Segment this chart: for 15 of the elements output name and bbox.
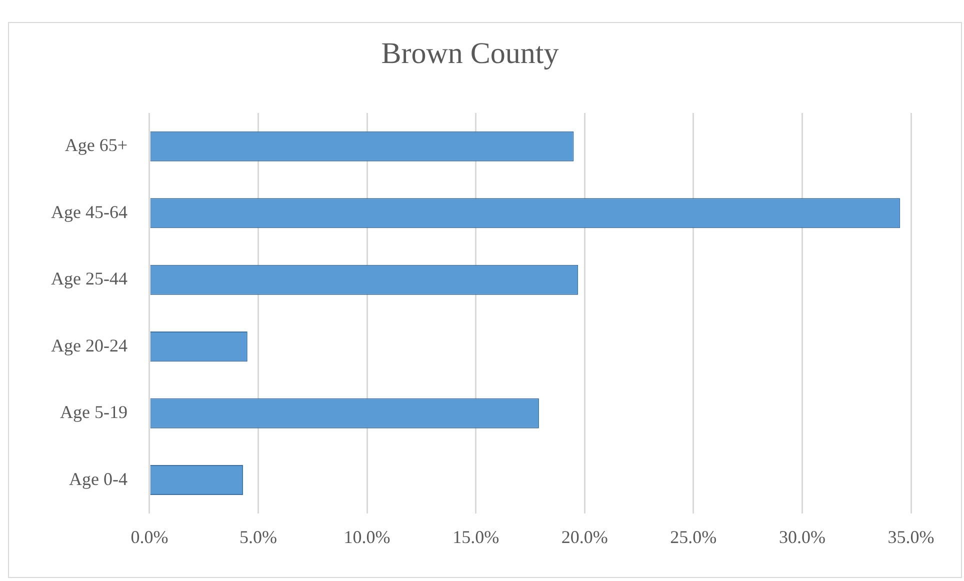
y-tick-label: Age 25-44 [51,268,128,289]
y-tick-label: Age 65+ [64,135,128,156]
x-tick-label: 20.0% [561,526,608,547]
y-tick-label: Age 0-4 [69,468,128,489]
x-tick-label: 30.0% [778,526,826,547]
x-tick-label: 10.0% [344,526,390,547]
y-tick-label: Age 20-24 [51,335,128,356]
x-tick-label: 25.0% [670,526,717,547]
x-tick-label: 0.0% [130,526,168,547]
x-tick-label: 5.0% [240,526,278,547]
y-tick-label: Age 5-19 [60,402,128,422]
x-tick-label: 35.0% [888,526,934,547]
y-tick-label: Age 45-64 [51,202,128,222]
chart-title: Brown County [381,36,559,70]
x-tick-label: 15.0% [452,526,500,547]
